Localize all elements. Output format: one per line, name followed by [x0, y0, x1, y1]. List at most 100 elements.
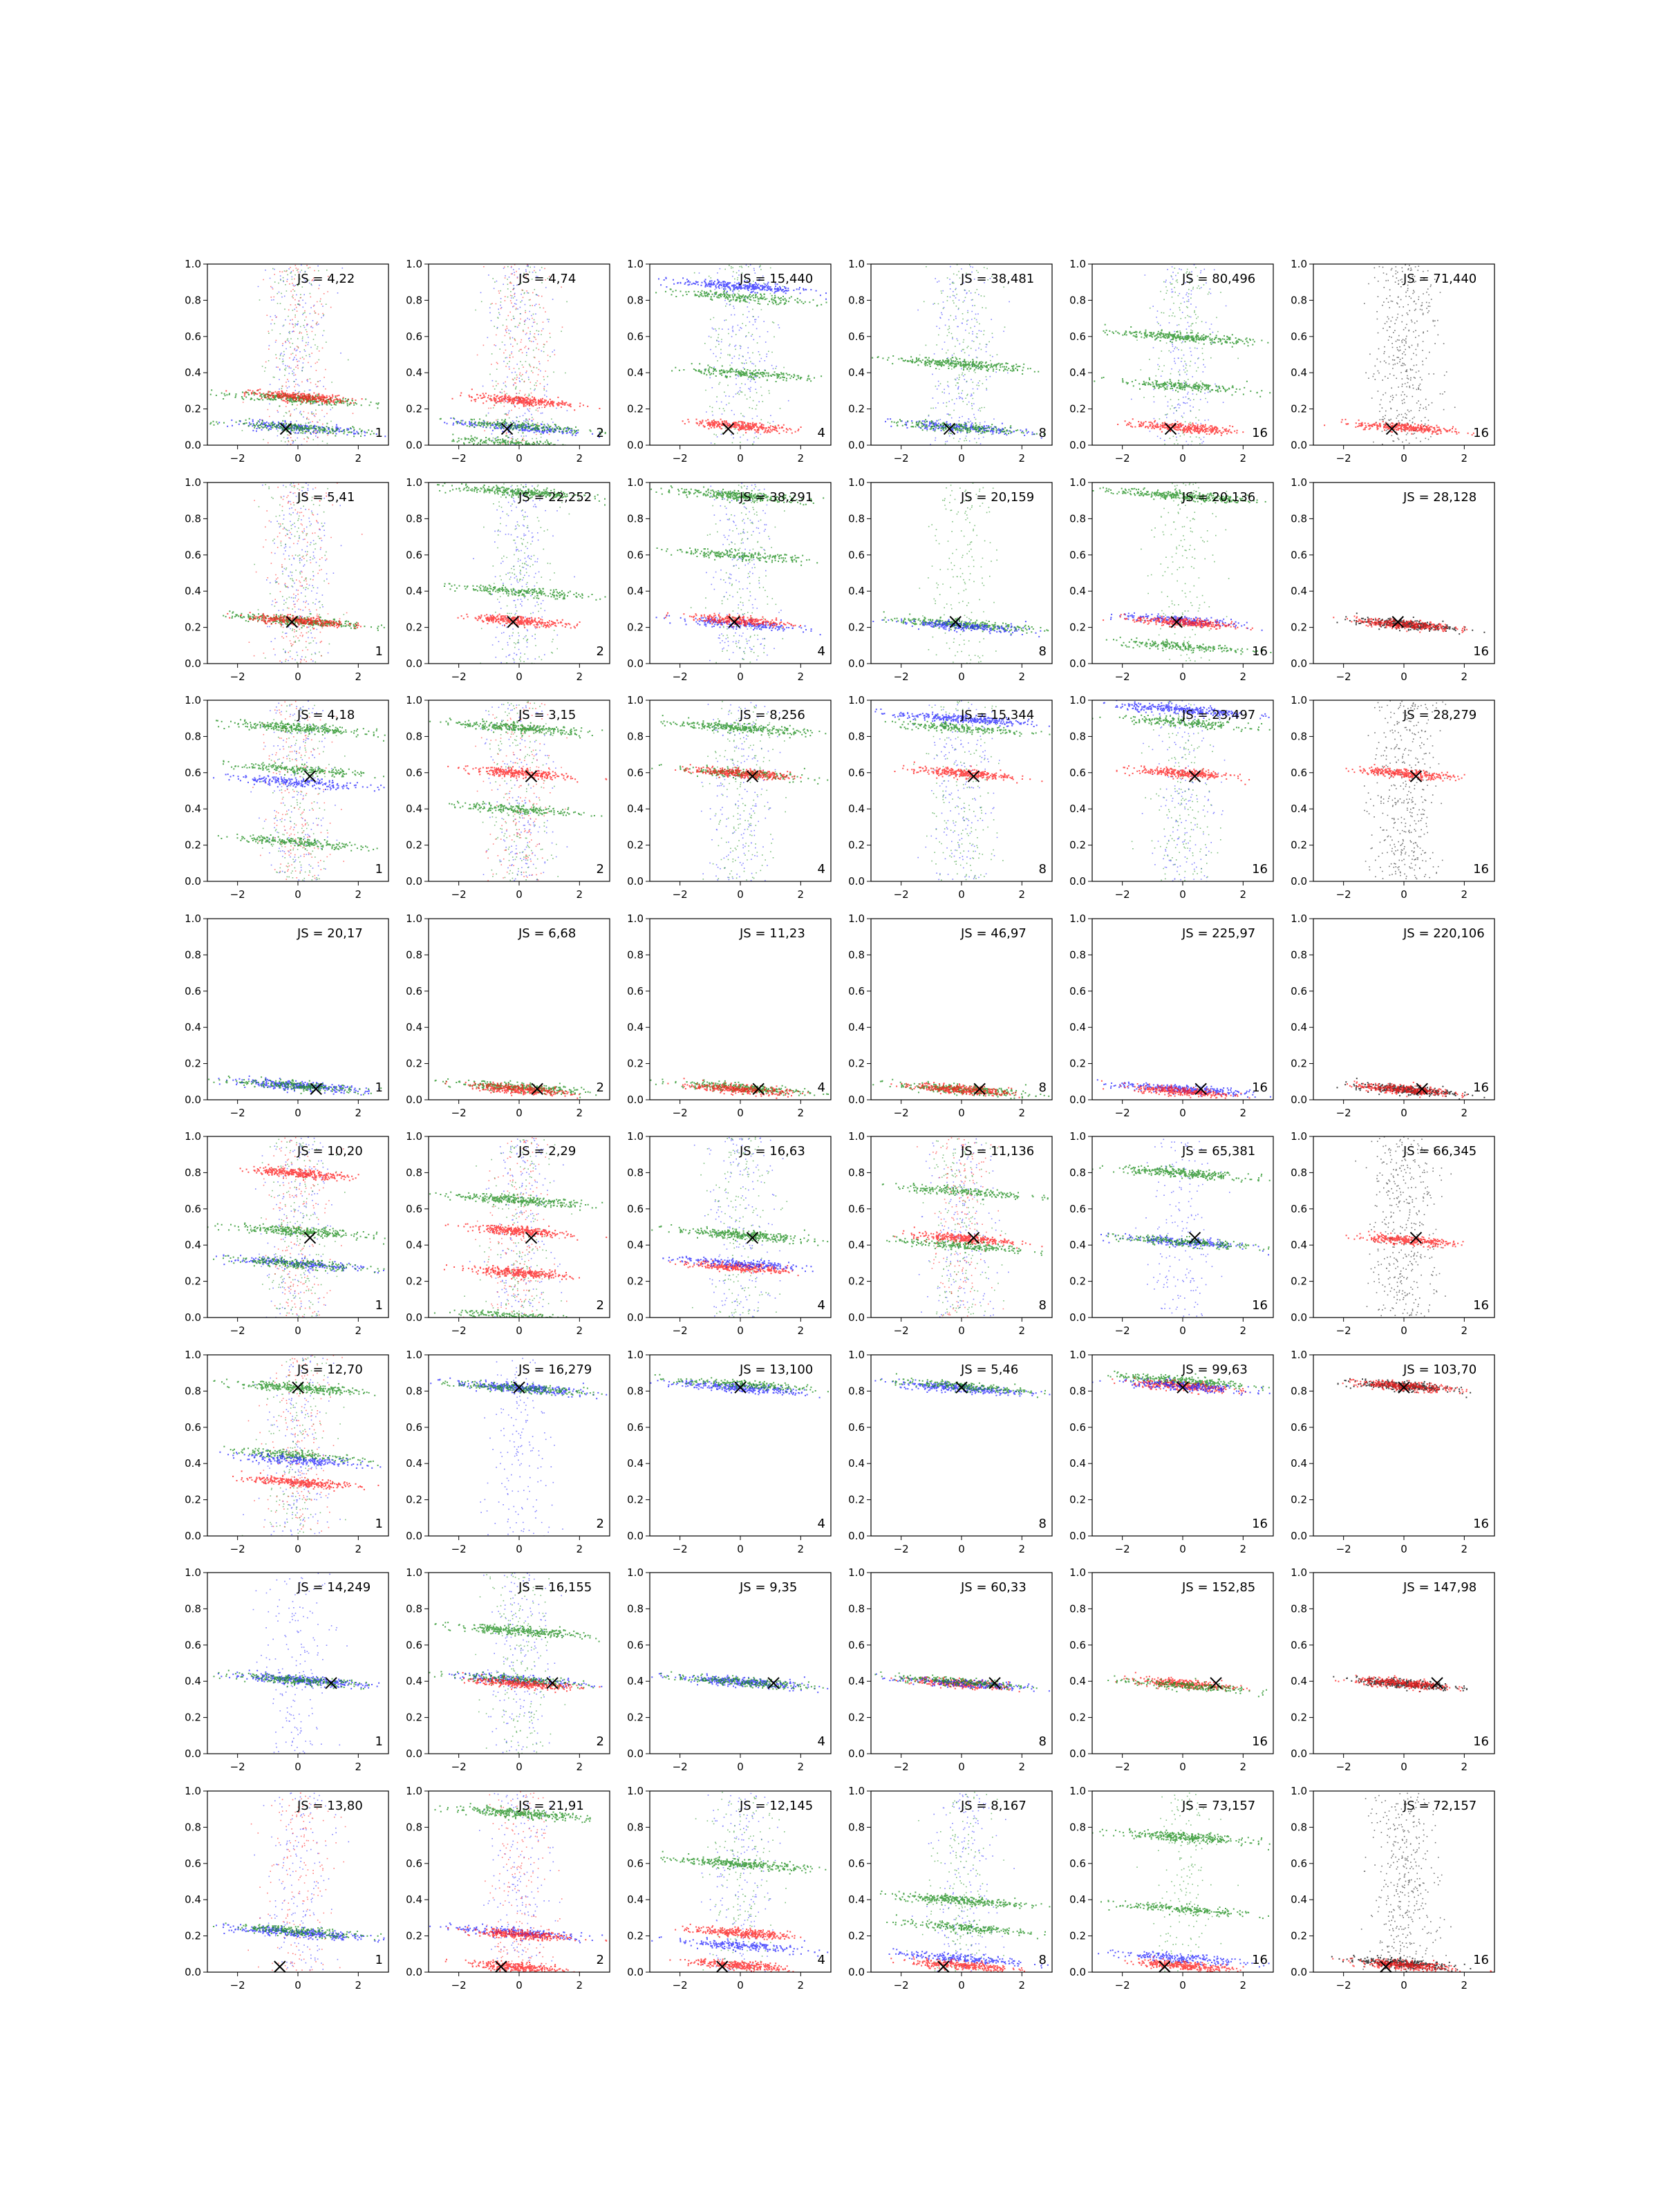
- panel-r1-c1: −2 0 2 0.0 0.2 0.4 0.6 0.8 1.0 JS = 4,22 1: [185, 258, 389, 465]
- y-tick-label: 1.0: [1069, 1349, 1086, 1361]
- panel-r5-c2: −2 0 2 0.0 0.2 0.4 0.6 0.8 1.0 JS = 2,29 2: [406, 1130, 610, 1337]
- y-tick-label: 0.2: [406, 621, 422, 634]
- panel-r1-c5: −2 0 2 0.0 0.2 0.4 0.6 0.8 1.0 JS = 80,496 16: [1069, 258, 1274, 465]
- band-green-4: [671, 363, 823, 382]
- plot-area: [651, 701, 829, 881]
- y-tick-label: 1.0: [1291, 1785, 1307, 1797]
- y-tick-label: 0.8: [406, 948, 422, 961]
- scatter-blue-series: [693, 1137, 785, 1318]
- panel-r3-c2: −2 0 2 0.0 0.2 0.4 0.6 0.8 1.0 JS = 3,15 2: [406, 694, 610, 901]
- x-tick-label: 2: [1240, 671, 1247, 683]
- scatter-points: [479, 1791, 571, 1972]
- centroid-x-marker: [937, 1960, 950, 1973]
- band-green-1: [1092, 1828, 1273, 1850]
- y-tick-label: 0.8: [1291, 730, 1307, 742]
- y-tick-label: 1.0: [406, 912, 422, 925]
- scatter-blue-series: [1135, 1138, 1230, 1317]
- y-tick-label: 1.0: [185, 1349, 201, 1361]
- centroid-x-marker: [292, 1381, 304, 1394]
- x-tick-label: −2: [673, 1324, 688, 1337]
- x-tick-label: 0: [1400, 1324, 1407, 1337]
- y-tick-label: 0.0: [1069, 1966, 1086, 1978]
- y-tick-label: 0.2: [185, 1058, 201, 1070]
- y-tick-label: 0.0: [848, 875, 865, 888]
- axes-frame: [649, 1136, 832, 1318]
- y-tick-label: 1.0: [1069, 1566, 1086, 1579]
- band-black-1: [1336, 612, 1485, 635]
- y-tick-label: 0.6: [185, 1857, 201, 1870]
- y-tick-label: 0.8: [406, 1821, 422, 1833]
- band-green-1: [223, 610, 385, 631]
- panel-r7-c6: −2 0 2 0.0 0.2 0.4 0.6 0.8 1.0 JS = 147,98 16: [1291, 1566, 1495, 1773]
- axes-frame: [1313, 1572, 1495, 1754]
- y-tick-label: 1.0: [848, 912, 865, 925]
- x-tick-label: −2: [451, 671, 467, 683]
- y-tick-label: 0.8: [185, 512, 201, 525]
- js-score-label: JS = 20,17: [297, 926, 363, 941]
- plot-area: [429, 701, 610, 881]
- axes-frame: [428, 482, 610, 664]
- cluster-count-label: 4: [818, 1953, 825, 1967]
- y-tick-label: 1.0: [406, 1130, 422, 1143]
- scatter-red-series: [252, 701, 344, 881]
- y-tick-label: 0.8: [1069, 512, 1086, 525]
- band-green-3: [429, 1671, 610, 1690]
- y-tick-label: 1.0: [627, 1785, 644, 1797]
- scatter-points: [917, 1137, 1009, 1318]
- y-tick-label: 0.0: [848, 439, 865, 451]
- y-tick-label: 0.4: [406, 1893, 422, 1906]
- band-green-2: [651, 764, 829, 785]
- x-tick-label: 0: [516, 1761, 523, 1773]
- y-tick-label: 0.2: [848, 839, 865, 852]
- y-tick-label: 0.2: [627, 1494, 644, 1506]
- y-tick-label: 0.6: [627, 1203, 644, 1215]
- js-score-label: JS = 10,20: [297, 1144, 363, 1159]
- x-tick-label: −2: [451, 888, 467, 901]
- y-tick-label: 0.8: [185, 1821, 201, 1833]
- scatter-blue-series: [257, 264, 344, 445]
- y-tick-label: 0.6: [406, 1203, 422, 1215]
- x-tick-label: 0: [1400, 1543, 1407, 1555]
- scatter-green-series: [906, 1792, 1004, 1972]
- plot-area: [1337, 1378, 1472, 1398]
- cluster-count-label: 8: [1039, 1080, 1047, 1095]
- scatter-points: [241, 264, 362, 445]
- band-blue-3: [1092, 1377, 1271, 1396]
- y-tick-label: 1.0: [406, 694, 422, 706]
- band-green-1: [209, 389, 379, 409]
- x-tick-label: −2: [230, 671, 245, 683]
- y-tick-label: 0.0: [406, 657, 422, 670]
- x-tick-label: −2: [230, 1324, 245, 1337]
- x-tick-label: 0: [1400, 1979, 1407, 1991]
- y-tick-label: 0.8: [1069, 730, 1086, 742]
- scatter-blue-series: [917, 265, 1010, 445]
- y-tick-label: 0.6: [1291, 1203, 1307, 1215]
- js-score-label: JS = 2,29: [518, 1144, 576, 1159]
- scatter-black-series: [1364, 700, 1450, 880]
- panel-r1-c6: −2 0 2 0.0 0.2 0.4 0.6 0.8 1.0 JS = 71,440 16: [1291, 258, 1495, 465]
- y-tick-label: 0.0: [185, 1530, 201, 1542]
- x-tick-label: 2: [577, 1107, 583, 1119]
- cluster-count-label: 16: [1473, 1734, 1489, 1749]
- y-tick-label: 0.6: [185, 985, 201, 997]
- y-tick-label: 0.4: [848, 1893, 865, 1906]
- y-tick-label: 1.0: [1291, 694, 1307, 706]
- centroid-x-marker: [285, 616, 298, 628]
- y-tick-label: 0.6: [406, 549, 422, 561]
- centroid-x-marker: [973, 1082, 986, 1095]
- scatter-red-series: [917, 1137, 1004, 1318]
- y-tick-label: 0.6: [185, 1203, 201, 1215]
- js-score-label: JS = 103,70: [1403, 1362, 1477, 1377]
- plot-area: [207, 1136, 388, 1318]
- js-score-label: JS = 16,63: [739, 1144, 805, 1159]
- plot-area: [1094, 264, 1271, 445]
- band-red-4: [444, 1958, 580, 1972]
- plot-area: [872, 1078, 1050, 1100]
- x-tick-label: 0: [737, 1979, 744, 1991]
- y-tick-label: 0.6: [848, 985, 865, 997]
- x-tick-label: 0: [1179, 1979, 1186, 1991]
- x-tick-label: −2: [673, 1107, 688, 1119]
- scatter-blue-series: [911, 1793, 1015, 1972]
- y-tick-label: 0.2: [627, 621, 644, 634]
- y-tick-label: 0.4: [627, 803, 644, 815]
